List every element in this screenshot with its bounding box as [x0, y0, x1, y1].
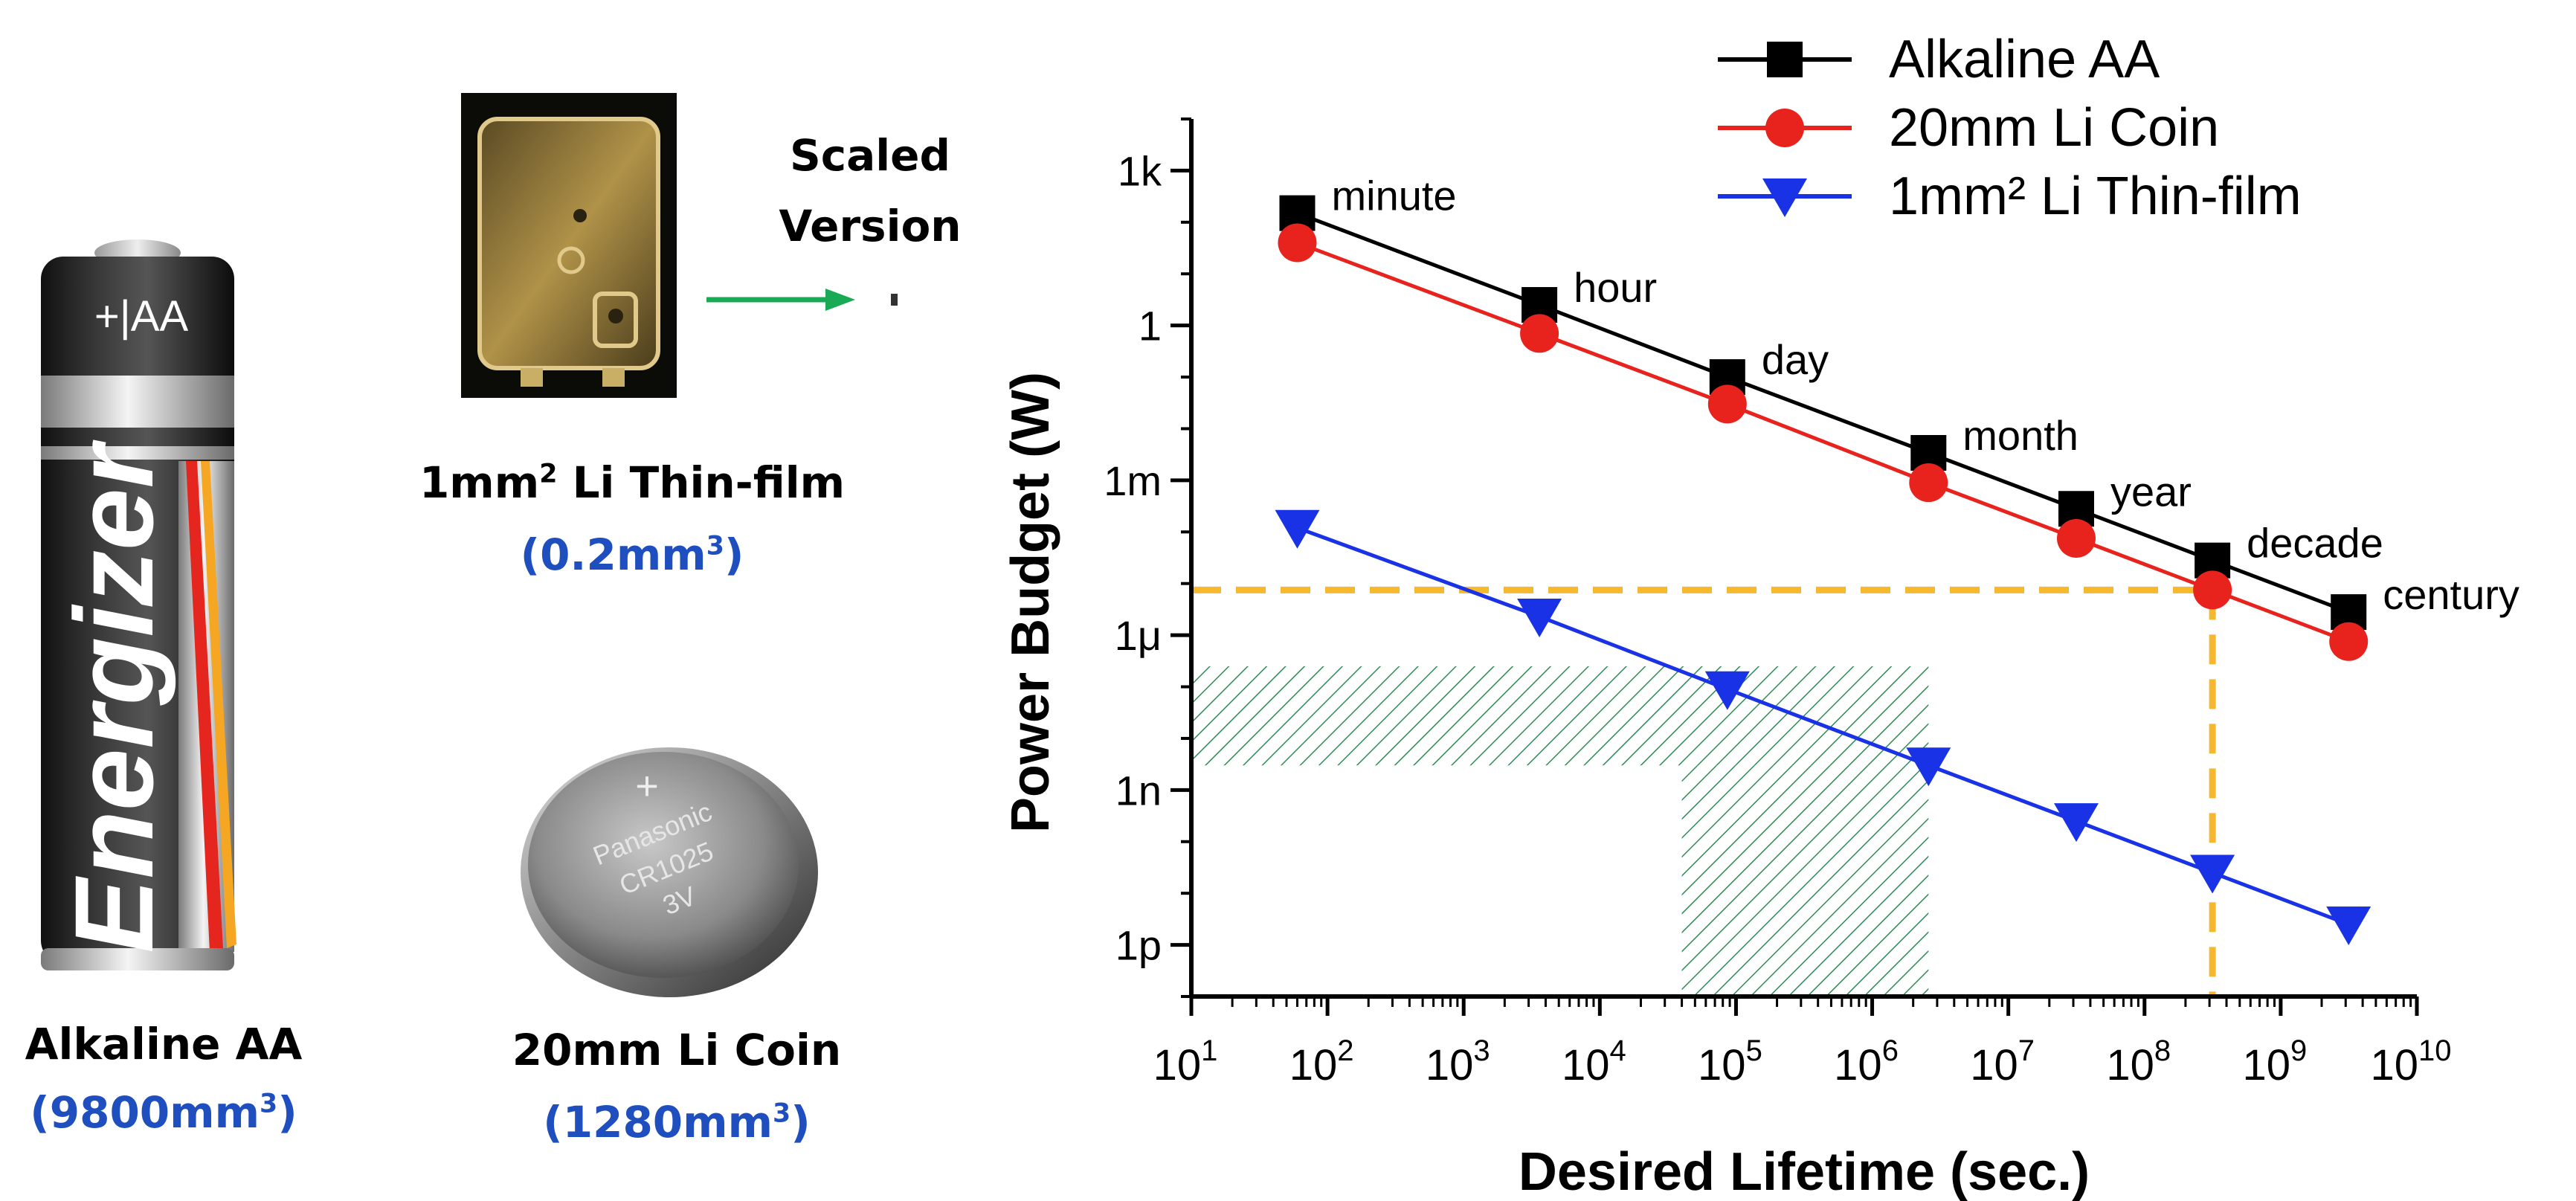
coin-name: 20mm Li Coin — [512, 1025, 842, 1075]
series-2-point-2 — [1704, 671, 1750, 710]
shaded-region-1 — [1681, 765, 1929, 996]
thin-film-volume-text: (0.2mm — [520, 529, 706, 580]
coin-volume-close: ) — [790, 1097, 811, 1147]
legend-marker-1 — [1765, 109, 1804, 147]
x-tick-label-3: 104 — [1562, 1034, 1626, 1089]
y-tick-label-3: 1μ — [1115, 612, 1162, 659]
alkaline-aa-volume-close: ) — [277, 1087, 297, 1138]
x-tick-label-1: 102 — [1289, 1034, 1354, 1089]
coin-volume: (1280mm3) — [416, 1097, 937, 1147]
thin-film-volume: (0.2mm3) — [387, 529, 878, 580]
x-tick-label-2: 103 — [1426, 1034, 1490, 1089]
alkaline-aa-volume: (9800mm3) — [0, 1087, 327, 1138]
scaled-arrow — [706, 289, 898, 311]
series-line-1 — [1296, 241, 2350, 644]
coin-volume-exponent: 3 — [773, 1098, 791, 1129]
y-tick-label-5: 1p — [1115, 922, 1162, 969]
x-tick-label-5: 106 — [1834, 1034, 1899, 1089]
series-2-point-6 — [2326, 906, 2371, 945]
thin-film-battery-image — [461, 93, 677, 398]
point-label-0: minute — [1331, 173, 1456, 219]
point-label-4: year — [2110, 468, 2192, 515]
series-1-point-1 — [1520, 314, 1559, 353]
series-1-point-2 — [1707, 384, 1747, 424]
x-tick-label-8: 109 — [2243, 1034, 2308, 1089]
shaded-region-0 — [1191, 666, 1929, 766]
coin-cell-battery-image: + Panasonic CR1025 3V — [521, 747, 818, 997]
alkaline-aa-battery-image: +|AA Energizer — [41, 239, 236, 970]
legend-label-2: 1mm² Li Thin-film — [1889, 167, 2302, 226]
x-tick-label-6: 107 — [1970, 1034, 2035, 1089]
series-1-point-5 — [2193, 570, 2232, 610]
x-tick-label-7: 108 — [2106, 1034, 2171, 1089]
coin-volume-text: (1280mm — [543, 1097, 773, 1147]
series-1-point-0 — [1278, 223, 1317, 263]
svg-text:+: + — [635, 764, 659, 808]
series-1-point-3 — [1909, 463, 1948, 503]
thin-film-name-a: 1mm — [419, 457, 540, 508]
legend-marker-0 — [1767, 42, 1803, 77]
series-2-point-0 — [1275, 509, 1320, 549]
point-label-2: day — [1762, 336, 1829, 383]
series-1-point-6 — [2329, 622, 2369, 661]
thin-film-volume-close: ) — [724, 529, 744, 580]
legend-marker-2 — [1762, 178, 1807, 217]
series-2-point-1 — [1517, 599, 1562, 638]
y-tick-label-2: 1m — [1104, 457, 1162, 504]
thin-film-name-exponent: 2 — [539, 459, 558, 489]
y-tick-label-1: 1 — [1139, 303, 1162, 350]
alkaline-aa-name: Alkaline AA — [25, 1019, 303, 1069]
legend-label-1: 20mm Li Coin — [1889, 98, 2219, 158]
x-tick-label-0: 101 — [1153, 1034, 1218, 1089]
series-2-point-3 — [1906, 747, 1951, 787]
x-axis-title: Desired Lifetime (sec.) — [1519, 1142, 2090, 1201]
scaled-version-label-line2: Version — [779, 201, 962, 251]
alkaline-aa-volume-exponent: 3 — [260, 1089, 278, 1119]
point-label-5: decade — [2247, 520, 2383, 567]
legend-label-0: Alkaline AA — [1889, 30, 2160, 89]
thin-film-name-b: Li Thin-film — [557, 457, 846, 508]
thin-film-volume-exponent: 3 — [706, 531, 724, 561]
y-tick-label-0: 1k — [1118, 147, 1162, 194]
scaled-version-label-line1: Scaled — [789, 130, 951, 181]
y-axis-title: Power Budget (W) — [1001, 372, 1060, 833]
series-line-0 — [1296, 211, 2350, 614]
point-label-3: month — [1962, 412, 2078, 459]
series-1-point-4 — [2057, 518, 2096, 558]
thin-film-name: 1mm2 Li Thin-film — [387, 457, 878, 508]
point-label-6: century — [2383, 571, 2519, 618]
y-tick-label-4: 1n — [1115, 767, 1162, 814]
battery-top-text: +|AA — [94, 292, 189, 341]
series-2-point-4 — [2054, 803, 2099, 843]
x-tick-label-4: 105 — [1698, 1034, 1762, 1089]
energizer-brand-text: Energizer — [51, 439, 176, 953]
power-budget-chart: 1k 1 1m 1μ 1n 1p 101 102 103 104 105 106 107 108 109 10… — [1001, 30, 2519, 1201]
x-tick-label-9: 1010 — [2370, 1034, 2451, 1089]
series-2-point-5 — [2190, 854, 2235, 894]
alkaline-aa-volume-text: (9800mm — [30, 1087, 260, 1138]
point-label-1: hour — [1574, 264, 1657, 311]
